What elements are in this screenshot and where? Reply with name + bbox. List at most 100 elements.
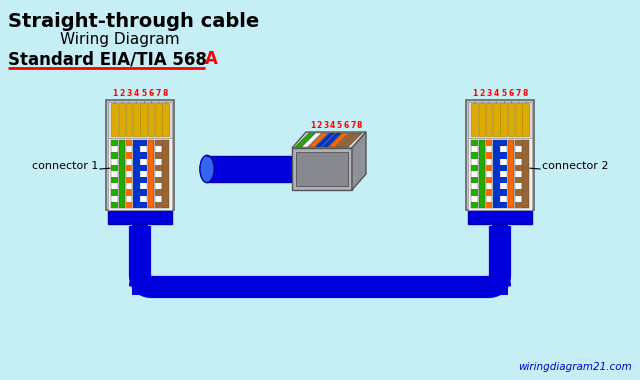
Text: 4: 4: [493, 89, 499, 98]
Bar: [111, 202, 118, 208]
Bar: [155, 165, 161, 171]
Bar: [486, 177, 492, 183]
Bar: [111, 103, 118, 136]
Bar: [111, 140, 118, 146]
Bar: [111, 190, 118, 196]
Bar: [471, 103, 477, 136]
Bar: [479, 103, 485, 136]
Bar: [111, 165, 118, 171]
Bar: [126, 140, 132, 208]
Bar: [132, 279, 508, 295]
Bar: [486, 140, 492, 146]
Text: 7: 7: [350, 121, 356, 130]
Bar: [140, 140, 147, 146]
Bar: [515, 140, 522, 208]
Text: 5: 5: [501, 89, 506, 98]
Bar: [522, 103, 529, 136]
Bar: [508, 103, 514, 136]
Bar: [500, 103, 507, 136]
Bar: [500, 140, 507, 208]
Bar: [140, 140, 147, 208]
Bar: [111, 177, 118, 183]
Bar: [111, 140, 118, 208]
Bar: [515, 140, 522, 146]
Polygon shape: [316, 133, 335, 147]
Bar: [515, 152, 522, 158]
Bar: [492, 224, 508, 287]
Bar: [155, 177, 161, 183]
Bar: [468, 102, 532, 138]
Text: 6: 6: [148, 89, 154, 98]
Text: Straight-through cable: Straight-through cable: [8, 12, 259, 31]
Text: 4: 4: [134, 89, 139, 98]
Text: connector 1: connector 1: [31, 161, 98, 171]
Bar: [471, 140, 477, 208]
Bar: [500, 165, 507, 171]
Bar: [515, 190, 522, 196]
Text: 3: 3: [127, 89, 132, 98]
Bar: [126, 202, 132, 208]
Text: 8: 8: [523, 89, 528, 98]
Bar: [108, 210, 172, 224]
Bar: [163, 140, 169, 208]
Bar: [126, 103, 132, 136]
Text: 7: 7: [516, 89, 521, 98]
Text: 2: 2: [119, 89, 124, 98]
Bar: [515, 165, 522, 171]
Text: 5: 5: [337, 121, 342, 130]
Polygon shape: [352, 132, 366, 190]
Bar: [155, 103, 161, 136]
Bar: [471, 190, 477, 196]
Bar: [486, 165, 492, 171]
Bar: [500, 140, 507, 146]
Bar: [500, 152, 507, 158]
Polygon shape: [322, 133, 342, 147]
Text: 8: 8: [357, 121, 362, 130]
Bar: [500, 190, 507, 196]
Polygon shape: [335, 133, 355, 147]
Bar: [140, 165, 147, 171]
Bar: [486, 202, 492, 208]
Text: 2: 2: [317, 121, 322, 130]
Bar: [207, 156, 292, 182]
Bar: [140, 103, 147, 136]
Bar: [155, 140, 161, 146]
Bar: [515, 202, 522, 208]
Text: 2: 2: [479, 89, 484, 98]
Text: 3: 3: [486, 89, 492, 98]
Bar: [108, 138, 172, 210]
Bar: [118, 103, 125, 136]
Bar: [140, 190, 147, 196]
Bar: [111, 152, 118, 158]
Bar: [292, 148, 352, 190]
Bar: [471, 152, 477, 158]
Bar: [148, 103, 154, 136]
Bar: [471, 202, 477, 208]
Polygon shape: [329, 133, 349, 147]
Bar: [155, 202, 161, 208]
Bar: [126, 152, 132, 158]
Bar: [118, 140, 125, 208]
Text: 4: 4: [330, 121, 335, 130]
Text: 8: 8: [163, 89, 168, 98]
Text: 6: 6: [508, 89, 513, 98]
Text: 1: 1: [472, 89, 477, 98]
Bar: [468, 210, 532, 224]
Bar: [106, 100, 174, 210]
Text: 1: 1: [310, 121, 315, 130]
Text: Wiring Diagram: Wiring Diagram: [60, 32, 180, 47]
Text: 3: 3: [323, 121, 328, 130]
Bar: [471, 165, 477, 171]
Bar: [296, 152, 348, 186]
Bar: [155, 190, 161, 196]
Text: A: A: [205, 50, 218, 68]
Bar: [466, 100, 534, 210]
Bar: [108, 102, 172, 138]
Bar: [155, 140, 161, 208]
Bar: [522, 140, 529, 208]
Text: 1: 1: [112, 89, 117, 98]
Polygon shape: [295, 133, 315, 147]
Bar: [133, 140, 140, 208]
Polygon shape: [292, 132, 366, 148]
Bar: [163, 103, 169, 136]
